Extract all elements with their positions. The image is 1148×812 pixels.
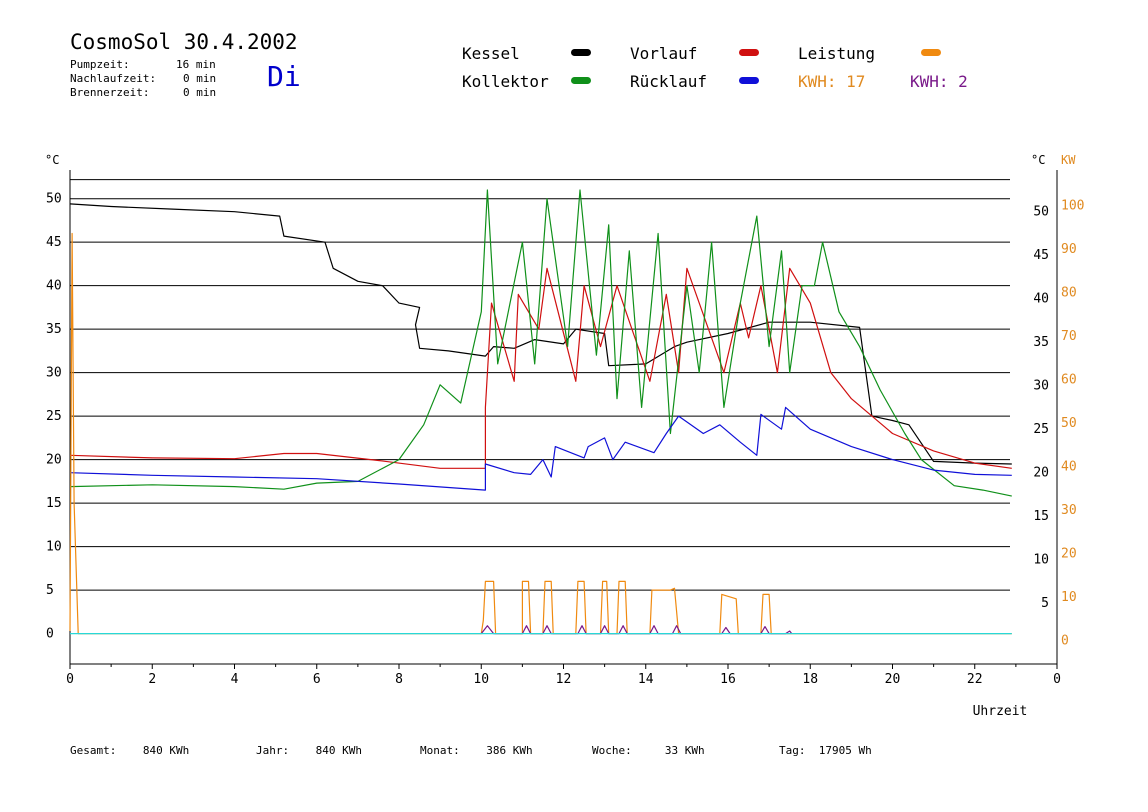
y-right-kw-label-80: 80 [1061,286,1077,301]
y-right-kw-label-100: 100 [1061,199,1084,214]
stat-label-brennerzeit: Brennerzeit: [70,86,150,99]
stat-value-brennerzeit: 0 min [183,86,217,99]
y-right-kw-label-0: 0 [1061,634,1069,649]
legend-leistung-label: Leistung [798,44,876,63]
y-right-kw-label-70: 70 [1061,329,1077,344]
y-right-kw-label-10: 10 [1061,590,1077,605]
y-right-kw-label-60: 60 [1061,373,1077,388]
y-left-unit: °C [45,153,59,167]
legend-leistung-swatch [921,49,941,56]
x-tick-label-4: 8 [395,672,403,687]
legend-kwh-secondary: KWH: 2 [910,72,968,91]
x-tick-label-3: 6 [313,672,321,687]
x-tick-label-10: 20 [885,672,901,687]
series-line-vorlauf-1 [69,267,1012,469]
y-right-kw-label-30: 30 [1061,503,1077,518]
x-tick-label-9: 18 [802,672,818,687]
y-right-kw-label-90: 90 [1061,242,1077,257]
y-right-c-label-5: 5 [1041,596,1049,611]
y-right-kw-label-20: 20 [1061,547,1077,562]
series-line-leistung-4 [69,232,1012,635]
x-tick-label-2: 4 [231,672,239,687]
y-right-c-label-15: 15 [1033,509,1049,524]
footer-monat: Monat: 386 KWh [420,744,533,757]
y-left-label-5: 5 [46,583,54,598]
legend-vorlauf-swatch [739,49,759,56]
y-right-kw-label-50: 50 [1061,416,1077,431]
legend-kessel-label: Kessel [462,44,520,63]
y-right-c-label-10: 10 [1033,553,1049,568]
series-line-kollektor-2 [69,189,1012,497]
y-left-label-15: 15 [46,496,62,511]
legend-kollektor-label: Kollektor [462,72,549,91]
x-tick-label-0: 0 [66,672,74,687]
y-right-kw-label-40: 40 [1061,460,1077,475]
weekday-label: Di [267,60,301,93]
y-right-c-label-35: 35 [1033,335,1049,350]
y-left-label-30: 30 [46,366,62,381]
legend-ruecklauf-label: Rücklauf [630,72,708,91]
y-right-c-label-20: 20 [1033,466,1049,481]
y-right-c-label-30: 30 [1033,379,1049,394]
stat-label-nachlaufzeit: Nachlaufzeit: [70,72,157,85]
y-left-label-0: 0 [46,627,54,642]
series-line-kessel-0 [69,203,1012,465]
legend-kollektor-swatch [571,77,591,84]
y-left-label-45: 45 [46,235,62,250]
y-left-label-20: 20 [46,453,62,468]
stat-value-nachlaufzeit: 0 min [183,72,217,85]
legend-vorlauf-label: Vorlauf [630,44,698,63]
x-tick-label-8: 16 [720,672,736,687]
y-right-kw-unit: KW [1061,153,1076,167]
y-right-c-label-40: 40 [1033,292,1049,307]
y-right-c-label-25: 25 [1033,422,1049,437]
stat-value-pumpzeit: 16 min [176,58,216,71]
legend-ruecklauf-swatch [739,77,759,84]
legend-kessel-swatch [571,49,591,56]
chart-title: CosmoSol 30.4.2002 [70,30,298,54]
x-tick-label-12: 0 [1053,672,1061,687]
footer-gesamt: Gesamt: 840 KWh [70,744,190,757]
y-left-label-50: 50 [46,192,62,207]
y-left-label-25: 25 [46,409,62,424]
x-tick-label-7: 14 [638,672,654,687]
footer-woche: Woche: 33 KWh [592,744,705,757]
y-right-c-unit: °C [1031,153,1045,167]
y-left-label-35: 35 [46,322,62,337]
footer-jahr: Jahr: 840 KWh [256,744,362,757]
series-line-kwh-5 [480,625,793,635]
y-left-label-40: 40 [46,279,62,294]
stat-label-pumpzeit: Pumpzeit: [70,58,130,71]
x-tick-label-6: 12 [556,672,572,687]
y-left-label-10: 10 [46,540,62,555]
x-tick-label-1: 2 [148,672,156,687]
y-right-c-label-50: 50 [1033,205,1049,220]
x-tick-label-11: 22 [967,672,983,687]
x-tick-label-5: 10 [473,672,489,687]
x-axis-label: Uhrzeit [973,704,1028,719]
y-right-c-label-45: 45 [1033,248,1049,263]
footer-tag: Tag: 17905 Wh [779,744,872,757]
legend-kwh-solar: KWH: 17 [798,72,866,91]
series-line-r-cklauf-3 [69,406,1012,491]
